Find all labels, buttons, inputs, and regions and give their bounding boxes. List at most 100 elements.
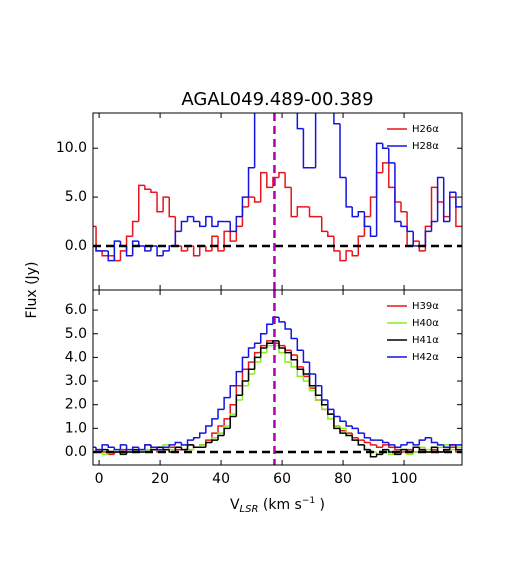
step-segment <box>278 345 286 354</box>
y-axis-label: Flux (Jy) <box>24 262 40 319</box>
step-segment <box>247 368 255 382</box>
legend-label: H40α <box>412 318 439 329</box>
step-segment <box>266 342 273 348</box>
step-segment <box>357 437 365 441</box>
step-segment <box>259 344 267 353</box>
step-segment <box>272 340 280 344</box>
step-segment <box>302 350 310 363</box>
step-segment <box>424 225 432 251</box>
step-segment <box>363 211 371 228</box>
step-segment <box>174 446 182 452</box>
step-segment <box>363 440 371 444</box>
step-segment <box>436 442 444 446</box>
step-segment <box>131 446 139 450</box>
step-segment <box>436 187 444 203</box>
step-segment <box>223 427 231 436</box>
step-segment <box>296 206 304 217</box>
step-segment <box>314 385 322 396</box>
step-segment <box>339 416 347 422</box>
step-segment <box>357 235 365 256</box>
step-segment <box>211 216 219 228</box>
step-segment <box>259 351 267 363</box>
step-segment <box>375 142 383 237</box>
step-segment <box>412 442 420 446</box>
step-segment <box>327 231 334 237</box>
step-segment <box>235 394 243 417</box>
step-segment <box>418 241 426 252</box>
step-segment <box>131 240 139 256</box>
legend-label: H41α <box>412 335 439 346</box>
step-segment <box>418 447 426 451</box>
step-segment <box>302 376 310 382</box>
step-segment <box>430 186 438 227</box>
step-segment <box>174 441 182 445</box>
step-segment <box>388 444 395 449</box>
step-segment <box>95 245 103 252</box>
x-axis-label: VLSR (km s−1 ) <box>230 496 325 516</box>
step-segment <box>381 440 389 444</box>
step-segment <box>241 196 249 217</box>
step-segment <box>290 350 298 356</box>
step-segment <box>284 352 292 363</box>
step-segment <box>430 220 438 232</box>
y-tick-label: 5.0 <box>65 189 87 205</box>
step-segment <box>302 369 310 375</box>
step-segment <box>314 113 317 168</box>
step-segment <box>345 177 353 208</box>
y-tick-label: 0.0 <box>65 238 87 254</box>
y-tick-label: 2.0 <box>65 397 87 413</box>
step-segment <box>168 444 176 448</box>
step-segment <box>381 444 389 448</box>
step-segment <box>442 201 450 218</box>
axes-frame <box>92 289 463 466</box>
step-segment <box>113 447 121 451</box>
step-segment <box>156 447 164 451</box>
step-segment <box>442 448 450 452</box>
y-tick-label: 1.0 <box>65 420 87 436</box>
step-segment <box>162 446 170 450</box>
step-segment <box>180 447 188 451</box>
chart-title: AGAL049.489-00.389 <box>181 89 373 110</box>
step-segment <box>369 437 377 441</box>
step-segment <box>211 432 219 441</box>
step-segment <box>235 225 243 242</box>
step-segment <box>284 172 292 189</box>
step-segment <box>345 433 353 437</box>
step-segment <box>345 421 353 427</box>
step-segment <box>113 255 121 262</box>
step-segment <box>320 216 328 233</box>
y-tick-label: 10.0 <box>56 140 87 156</box>
step-segment <box>345 430 353 434</box>
step-segment <box>180 245 188 252</box>
step-segment <box>272 316 280 325</box>
step-segment <box>107 250 115 262</box>
step-segment <box>363 433 371 439</box>
step-segment <box>266 344 273 353</box>
step-segment <box>351 425 359 430</box>
step-segment <box>388 442 395 446</box>
step-segment <box>345 250 353 261</box>
step-segment <box>150 444 158 449</box>
step-segment <box>363 444 371 451</box>
step-segment <box>436 176 444 222</box>
y-tick-label: 4.0 <box>65 349 87 365</box>
step-segment <box>394 444 402 449</box>
step-segment <box>449 444 456 448</box>
y-tick-label: 3.0 <box>65 373 87 389</box>
step-segment <box>247 373 255 386</box>
step-segment <box>449 191 456 222</box>
step-segment <box>198 432 206 438</box>
step-segment <box>290 352 298 361</box>
step-segment <box>430 446 438 452</box>
step-segment <box>278 340 286 349</box>
step-segment <box>284 345 292 352</box>
y-tick-label: 0.0 <box>65 444 87 460</box>
step-segment <box>235 399 243 415</box>
step-segment <box>388 451 395 456</box>
step-segment <box>308 206 316 218</box>
step-segment <box>101 451 109 456</box>
step-segment <box>394 447 402 451</box>
step-segment <box>290 187 298 218</box>
step-segment <box>229 231 237 242</box>
step-segment <box>400 221 408 228</box>
